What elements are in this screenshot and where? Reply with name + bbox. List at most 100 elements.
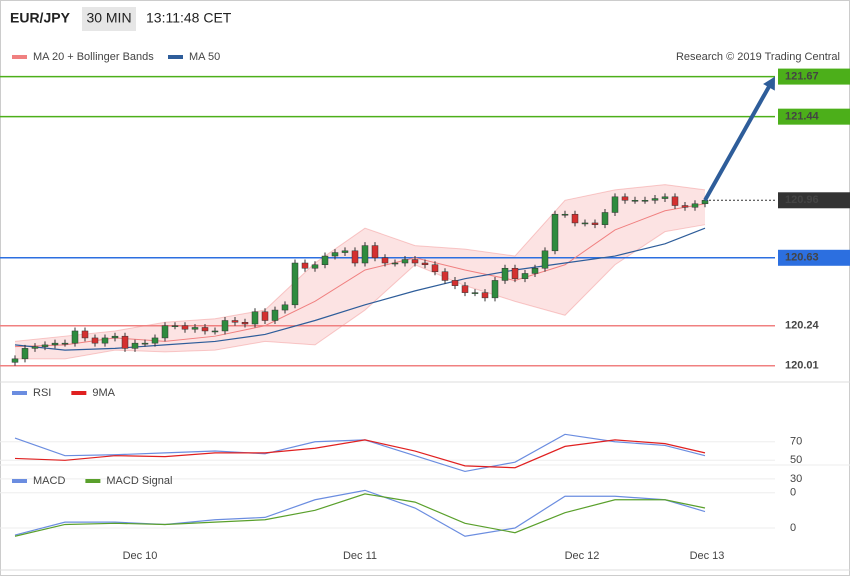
- candle-body: [431, 264, 439, 272]
- level-label: 120.24: [785, 320, 820, 332]
- level-box: [778, 68, 850, 85]
- candle-body: [231, 320, 239, 323]
- y-tick-label: 50: [790, 454, 802, 466]
- candle-body: [261, 311, 269, 321]
- candle-body: [241, 321, 249, 325]
- y-tick-label: 0: [790, 522, 796, 534]
- level-label: 120.96: [785, 194, 819, 206]
- candle-body: [561, 213, 569, 216]
- credit: Research © 2019 Trading Central: [676, 51, 840, 63]
- candle-body: [101, 337, 109, 344]
- candle-body: [281, 304, 289, 311]
- candle-body: [181, 325, 189, 330]
- candle-body: [531, 267, 539, 274]
- candle-body: [131, 342, 139, 349]
- level-box: [778, 108, 850, 125]
- candle-body: [311, 264, 319, 269]
- band-lower: [15, 224, 706, 360]
- indicator-line: [14, 493, 706, 537]
- candle-body: [481, 292, 489, 299]
- candle-body: [81, 330, 89, 339]
- candle-body: [61, 342, 69, 345]
- level-box: [778, 249, 850, 266]
- candle-body: [601, 212, 609, 225]
- candle-body: [391, 262, 399, 265]
- interval-box: [82, 7, 136, 31]
- level-box: [778, 192, 850, 209]
- legend-label: MA 50: [189, 51, 220, 63]
- candle-body: [271, 309, 279, 321]
- candle-body: [641, 200, 649, 202]
- candle-body: [111, 335, 119, 339]
- candle-body: [351, 250, 359, 264]
- candle-body: [361, 245, 369, 264]
- symbol: EUR/JPY: [10, 10, 71, 26]
- candle-body: [331, 252, 339, 257]
- candle-body: [221, 320, 229, 332]
- time: 13:11:48 CET: [146, 10, 232, 26]
- y-tick-label: 70: [790, 436, 802, 448]
- level-label: 120.01: [785, 360, 819, 372]
- y-tick-label: 30: [790, 473, 802, 485]
- indicator-line: [14, 433, 706, 473]
- candle-body: [321, 255, 329, 266]
- candle-body: [51, 342, 59, 346]
- level-label: 121.44: [785, 111, 820, 123]
- candle-body: [471, 292, 479, 294]
- candle-body: [571, 213, 579, 224]
- legend-label: 9MA: [92, 387, 115, 399]
- candle-body: [401, 259, 409, 264]
- candle-body: [11, 358, 19, 363]
- candle-body: [291, 262, 299, 306]
- candle-body: [211, 330, 219, 333]
- x-tick-label: Dec 13: [690, 550, 725, 562]
- candle-body: [121, 335, 129, 349]
- candle-body: [151, 337, 159, 344]
- candle-body: [191, 327, 199, 330]
- band-fill: [15, 184, 705, 359]
- x-tick-label: Dec 10: [123, 550, 158, 562]
- legend-label: MACD: [33, 475, 65, 487]
- y-tick-label: 0: [790, 487, 796, 499]
- candle-body: [91, 337, 99, 344]
- candle-body: [41, 344, 49, 347]
- candle-body: [501, 267, 509, 281]
- x-tick-label: Dec 11: [343, 550, 377, 562]
- candle-body: [371, 245, 379, 259]
- candle-body: [201, 327, 209, 332]
- legend-label: RSI: [33, 387, 51, 399]
- arrow-head: [763, 76, 775, 91]
- candle-body: [341, 250, 349, 253]
- x-tick-label: Dec 12: [565, 550, 600, 562]
- candle-body: [671, 196, 679, 206]
- forecast-arrow: [703, 85, 771, 202]
- candle-body: [411, 259, 419, 264]
- ma-line: [14, 227, 706, 351]
- candle-body: [31, 346, 39, 349]
- candle-body: [451, 280, 459, 286]
- candle-body: [511, 267, 519, 279]
- candle-body: [521, 273, 529, 279]
- candle-body: [621, 196, 629, 201]
- candle-body: [301, 262, 309, 269]
- candle-body: [21, 348, 29, 360]
- candle-body: [651, 198, 659, 201]
- indicator-line: [14, 439, 706, 469]
- indicator-line: [14, 489, 706, 537]
- legend-label: MACD Signal: [106, 475, 172, 487]
- legend-label: MA 20 + Bollinger Bands: [33, 51, 154, 63]
- interval: 30 MIN: [86, 10, 131, 26]
- level-label: 120.63: [785, 252, 819, 264]
- candle-body: [591, 222, 599, 225]
- candle-body: [691, 203, 699, 208]
- candle-body: [161, 325, 169, 339]
- candle-body: [631, 200, 639, 202]
- candle-body: [441, 271, 449, 281]
- candle-body: [71, 330, 79, 344]
- candle-body: [141, 342, 149, 345]
- candle-body: [251, 311, 259, 325]
- candle-body: [681, 205, 689, 208]
- level-label: 121.67: [785, 70, 819, 82]
- band-upper: [14, 184, 706, 342]
